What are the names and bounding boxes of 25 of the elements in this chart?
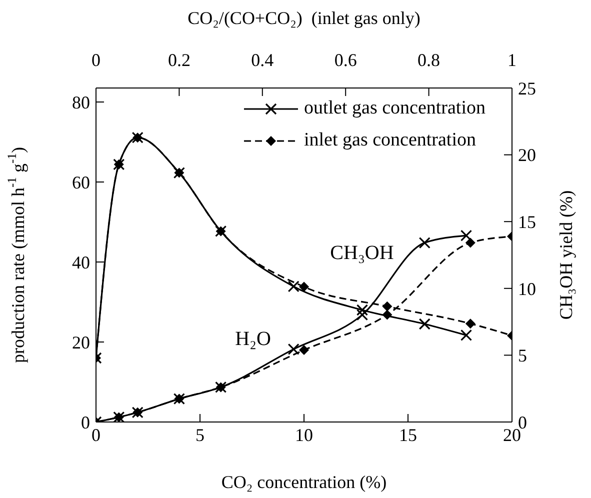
- x2-tick-label: 1: [508, 50, 516, 70]
- annotation: CH₃OH: [330, 242, 394, 264]
- legend-label: outlet gas concentration: [304, 97, 486, 118]
- x2-tick-label: 0.4: [251, 50, 274, 70]
- x-tick-label: 10: [295, 424, 313, 445]
- y2-axis-title: CH₃OH yield (%): [556, 190, 576, 320]
- y-tick-label: 0: [81, 412, 90, 432]
- x2-tick-label: 0.6: [334, 50, 357, 70]
- x2-tick-label: 0.8: [418, 50, 440, 70]
- y2-tick-label: 25: [518, 78, 536, 98]
- x2-axis-title: CO₂/(CO+CO₂) (inlet gas only): [188, 8, 420, 28]
- y2-tick-label: 10: [518, 278, 536, 299]
- annotation: H₂O: [235, 328, 271, 350]
- y2-tick-label: 20: [518, 145, 536, 166]
- x-tick-label: 15: [399, 424, 417, 445]
- x-axis-title: CO₂ concentration (%): [221, 472, 387, 492]
- y-tick-label: 80: [72, 92, 90, 112]
- x-tick-label: 5: [196, 424, 204, 445]
- y2-tick-label: 15: [518, 212, 536, 232]
- x2-tick-label: 0.2: [168, 50, 190, 70]
- legend-label: inlet gas concentration: [304, 129, 476, 150]
- y2-tick-label: 5: [518, 346, 527, 366]
- y-tick-label: 60: [72, 172, 90, 192]
- y-tick-label: 20: [72, 332, 90, 352]
- y-tick-label: 40: [72, 252, 90, 272]
